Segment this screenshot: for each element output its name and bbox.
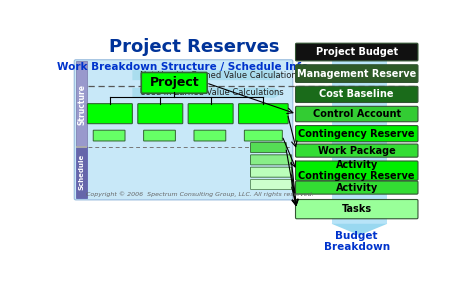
FancyBboxPatch shape xyxy=(296,199,418,219)
Bar xyxy=(76,147,87,198)
Text: Management Reserve: Management Reserve xyxy=(297,68,416,79)
FancyBboxPatch shape xyxy=(239,104,288,124)
Bar xyxy=(76,61,87,147)
Text: Schedule: Schedule xyxy=(78,154,85,190)
FancyBboxPatch shape xyxy=(251,143,286,152)
FancyBboxPatch shape xyxy=(296,161,418,180)
FancyBboxPatch shape xyxy=(244,130,282,141)
Text: Work Breakdown Structure / Schedule Info: Work Breakdown Structure / Schedule Info xyxy=(57,62,308,72)
FancyBboxPatch shape xyxy=(251,167,292,177)
Bar xyxy=(76,146,87,148)
FancyBboxPatch shape xyxy=(87,104,133,124)
Text: Project: Project xyxy=(149,76,199,89)
FancyBboxPatch shape xyxy=(251,179,292,190)
FancyBboxPatch shape xyxy=(296,144,418,157)
Text: Activity
Contingency Reserve: Activity Contingency Reserve xyxy=(298,160,415,181)
FancyBboxPatch shape xyxy=(251,155,292,165)
FancyBboxPatch shape xyxy=(296,43,418,61)
FancyBboxPatch shape xyxy=(296,106,418,122)
Text: Project Reserves: Project Reserves xyxy=(109,38,280,56)
FancyBboxPatch shape xyxy=(141,72,207,93)
FancyArrow shape xyxy=(133,70,283,80)
Text: Not Used in Earned Value Calculations: Not Used in Earned Value Calculations xyxy=(140,71,301,80)
Text: Work Package: Work Package xyxy=(318,146,396,155)
Polygon shape xyxy=(329,44,391,60)
Bar xyxy=(331,60,387,224)
FancyBboxPatch shape xyxy=(138,104,183,124)
Text: Copyright © 2006  Spectrum Consulting Group, LLC. All rights reserved.: Copyright © 2006 Spectrum Consulting Gro… xyxy=(86,192,313,197)
Text: Structure: Structure xyxy=(77,84,86,125)
FancyBboxPatch shape xyxy=(296,65,418,83)
FancyBboxPatch shape xyxy=(296,126,418,142)
Text: Project Budget: Project Budget xyxy=(316,47,398,57)
Text: Used in Earned Value Calculations: Used in Earned Value Calculations xyxy=(140,89,284,97)
Text: Activity: Activity xyxy=(336,183,378,193)
Text: Contingency Reserve: Contingency Reserve xyxy=(298,129,415,139)
FancyBboxPatch shape xyxy=(144,130,175,141)
FancyArrow shape xyxy=(133,88,283,98)
FancyBboxPatch shape xyxy=(74,60,293,200)
FancyBboxPatch shape xyxy=(296,181,418,194)
Text: Control Account: Control Account xyxy=(313,109,401,119)
Text: Budget
Breakdown: Budget Breakdown xyxy=(324,231,390,252)
Text: Cost Baseline: Cost Baseline xyxy=(320,89,394,99)
FancyBboxPatch shape xyxy=(188,104,233,124)
FancyBboxPatch shape xyxy=(194,130,226,141)
FancyBboxPatch shape xyxy=(93,130,125,141)
FancyBboxPatch shape xyxy=(296,86,418,103)
Text: Tasks: Tasks xyxy=(342,204,372,214)
Polygon shape xyxy=(331,224,387,235)
